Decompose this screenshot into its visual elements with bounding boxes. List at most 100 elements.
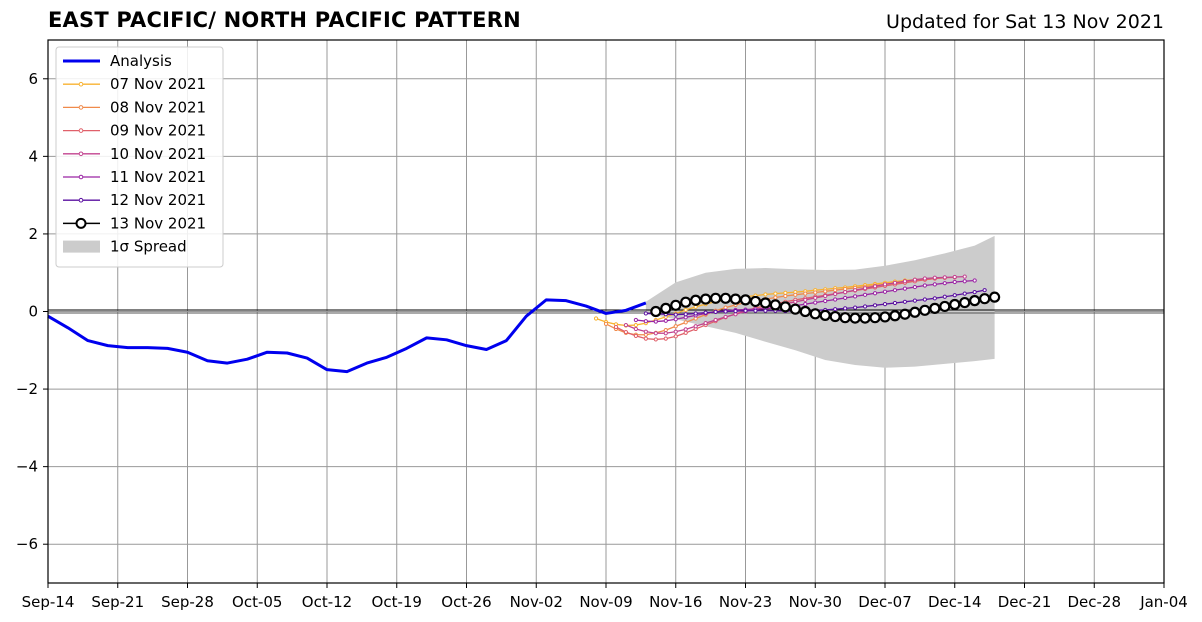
forecast-point — [650, 305, 662, 318]
forecast-point — [743, 308, 748, 313]
y-tick-label: 2 — [28, 225, 38, 243]
forecast-point — [833, 291, 838, 297]
forecast-point — [703, 321, 708, 326]
x-tick-label: Oct-26 — [441, 593, 491, 611]
forecast-point — [719, 292, 732, 304]
forecast-point — [929, 302, 941, 314]
x-tick-label: Nov-30 — [789, 593, 842, 611]
forecast-point — [962, 279, 967, 284]
forecast-point — [889, 310, 901, 322]
forecast-point — [919, 304, 931, 316]
forecast-point — [643, 319, 648, 324]
forecast-point — [673, 317, 678, 322]
forecast-point — [932, 275, 937, 280]
forecast-point — [922, 297, 927, 302]
legend-item: 10 Nov 2021 — [63, 145, 206, 163]
x-tick-label: Sep-14 — [22, 593, 75, 611]
x-tick-label: Nov-09 — [579, 593, 632, 611]
analysis-line — [47, 298, 647, 374]
forecast-point — [939, 300, 951, 313]
forecast-point — [969, 295, 981, 307]
forecast-point — [819, 309, 831, 321]
forecast-point — [683, 330, 688, 335]
forecast-point — [952, 274, 957, 280]
forecast-point — [962, 291, 967, 296]
forecast-point — [683, 307, 688, 313]
x-tick-label: Dec-14 — [928, 593, 982, 611]
forecast-point — [829, 310, 841, 323]
forecast-point — [959, 296, 971, 309]
forecast-point — [663, 318, 668, 323]
forecast-point — [849, 312, 861, 324]
forecast-point — [799, 305, 811, 318]
x-tick-label: Nov-23 — [719, 593, 772, 611]
forecast-point — [843, 290, 848, 295]
forecast-point — [670, 299, 682, 311]
forecast-point — [763, 292, 768, 297]
x-tick-label: Dec-21 — [998, 593, 1052, 611]
forecast-point — [643, 329, 648, 334]
forecast-point — [949, 298, 961, 311]
forecast-point — [779, 301, 791, 313]
forecast-point — [653, 337, 658, 342]
legend-swatch-marker — [78, 197, 84, 203]
legend-item: Analysis — [63, 52, 172, 70]
x-tick-label: Sep-21 — [91, 593, 144, 611]
forecast-point — [723, 309, 728, 314]
forecast-point — [710, 292, 722, 304]
forecast-point — [759, 297, 772, 309]
legend-item: 09 Nov 2021 — [63, 122, 206, 140]
x-tick-label: Oct-05 — [232, 593, 282, 611]
forecast-point — [673, 334, 678, 339]
y-tick-label: 4 — [28, 147, 38, 165]
forecast-point — [972, 278, 977, 283]
forecast-point — [853, 288, 858, 293]
forecast-point — [872, 284, 878, 289]
forecast-point — [823, 298, 828, 304]
forecast-point — [869, 312, 881, 324]
forecast-point — [833, 288, 838, 293]
legend-label: 07 Nov 2021 — [110, 75, 206, 93]
forecast-point — [952, 279, 957, 285]
legend-swatch-marker — [78, 128, 84, 133]
forecast-point — [663, 331, 668, 336]
forecast-point — [789, 303, 801, 315]
forecast-point — [859, 312, 871, 324]
x-tick-label: Sep-28 — [161, 593, 214, 611]
legend-swatch-marker — [78, 151, 84, 157]
forecast-point — [769, 299, 781, 311]
forecast-point — [660, 302, 672, 314]
chart-subtitle: Updated for Sat 13 Nov 2021 — [886, 11, 1164, 33]
x-tick-label: Oct-19 — [372, 593, 422, 611]
y-tick-label: −4 — [16, 458, 38, 476]
x-tick-label: Dec-28 — [1067, 593, 1121, 611]
forecast-point — [673, 324, 678, 329]
forecast-point — [899, 308, 911, 320]
forecast-point — [862, 292, 868, 297]
series-layer — [47, 274, 1001, 374]
tick-labels: Sep-14 Sep-21 Sep-28 Oct-05 Oct-12 Oct-19 Oct-… — [16, 70, 1188, 611]
forecast-point — [862, 304, 868, 309]
forecast-point — [680, 296, 692, 308]
forecast-point — [803, 297, 808, 302]
y-tick-label: 0 — [28, 303, 38, 321]
forecast-point — [872, 303, 878, 308]
forecast-point — [793, 299, 798, 304]
forecast-point — [909, 306, 921, 318]
forecast-point — [663, 336, 668, 341]
legend-label: 13 Nov 2021 — [110, 214, 206, 232]
forecast-point — [872, 291, 878, 296]
forecast-point — [902, 279, 908, 284]
forecast-point — [942, 294, 947, 299]
forecast-point — [703, 310, 708, 315]
forecast-point — [803, 302, 808, 307]
legend-item: 13 Nov 2021 — [63, 214, 206, 232]
y-tick-label: −2 — [16, 380, 38, 398]
forecast-point — [942, 281, 947, 286]
forecast-point — [623, 322, 629, 328]
forecast-point — [633, 322, 638, 328]
forecast-point — [753, 308, 758, 313]
forecast-point — [892, 288, 898, 293]
forecast-point — [892, 300, 898, 306]
forecast-point — [643, 311, 648, 316]
